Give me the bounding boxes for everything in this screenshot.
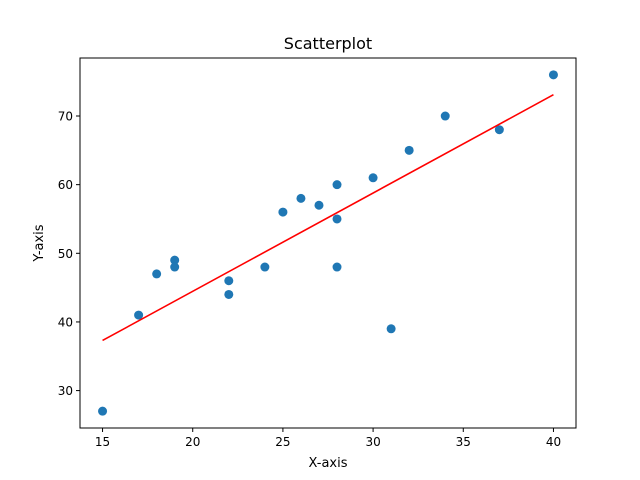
scatter-point — [548, 70, 558, 80]
scatter-point — [332, 180, 342, 190]
x-tick-label: 35 — [456, 435, 471, 449]
x-axis-label: X-axis — [309, 456, 348, 471]
scatter-point — [278, 207, 288, 217]
scatter-point — [152, 269, 162, 279]
scatter-point — [224, 289, 234, 299]
scatter-point — [314, 200, 324, 210]
scatter-point — [170, 262, 180, 272]
x-tick-label: 20 — [185, 435, 200, 449]
scatter-point — [494, 125, 504, 135]
scatter-point — [332, 262, 342, 272]
scatter-point — [224, 276, 234, 286]
scatter-point — [98, 406, 108, 416]
axis-ticks: 15 20 25 30 35 40 30 40 50 60 70 — [58, 110, 561, 449]
chart-title: Scatterplot — [284, 34, 372, 53]
scatter-point — [134, 310, 144, 320]
plot-area — [98, 70, 558, 416]
trend-line — [102, 94, 554, 342]
scatter-point — [170, 255, 180, 265]
scatter-point — [260, 262, 270, 272]
y-tick-label: 50 — [58, 247, 73, 261]
scatter-point — [440, 111, 450, 121]
axes-frame — [79, 57, 577, 429]
x-tick-label: 15 — [95, 435, 110, 449]
y-tick-label: 30 — [58, 384, 73, 398]
scatter-point — [332, 214, 342, 224]
scatter-point — [386, 324, 396, 334]
y-tick-label: 60 — [58, 178, 73, 192]
scatter-point — [296, 193, 306, 203]
x-tick-label: 25 — [275, 435, 290, 449]
scatter-point — [404, 145, 414, 155]
x-tick-label: 30 — [365, 435, 380, 449]
y-tick-label: 40 — [58, 315, 73, 329]
scatter-point — [368, 173, 378, 183]
y-axis-label: Y-axis — [32, 224, 47, 262]
y-tick-label: 70 — [58, 110, 73, 124]
x-tick-label: 40 — [546, 435, 561, 449]
